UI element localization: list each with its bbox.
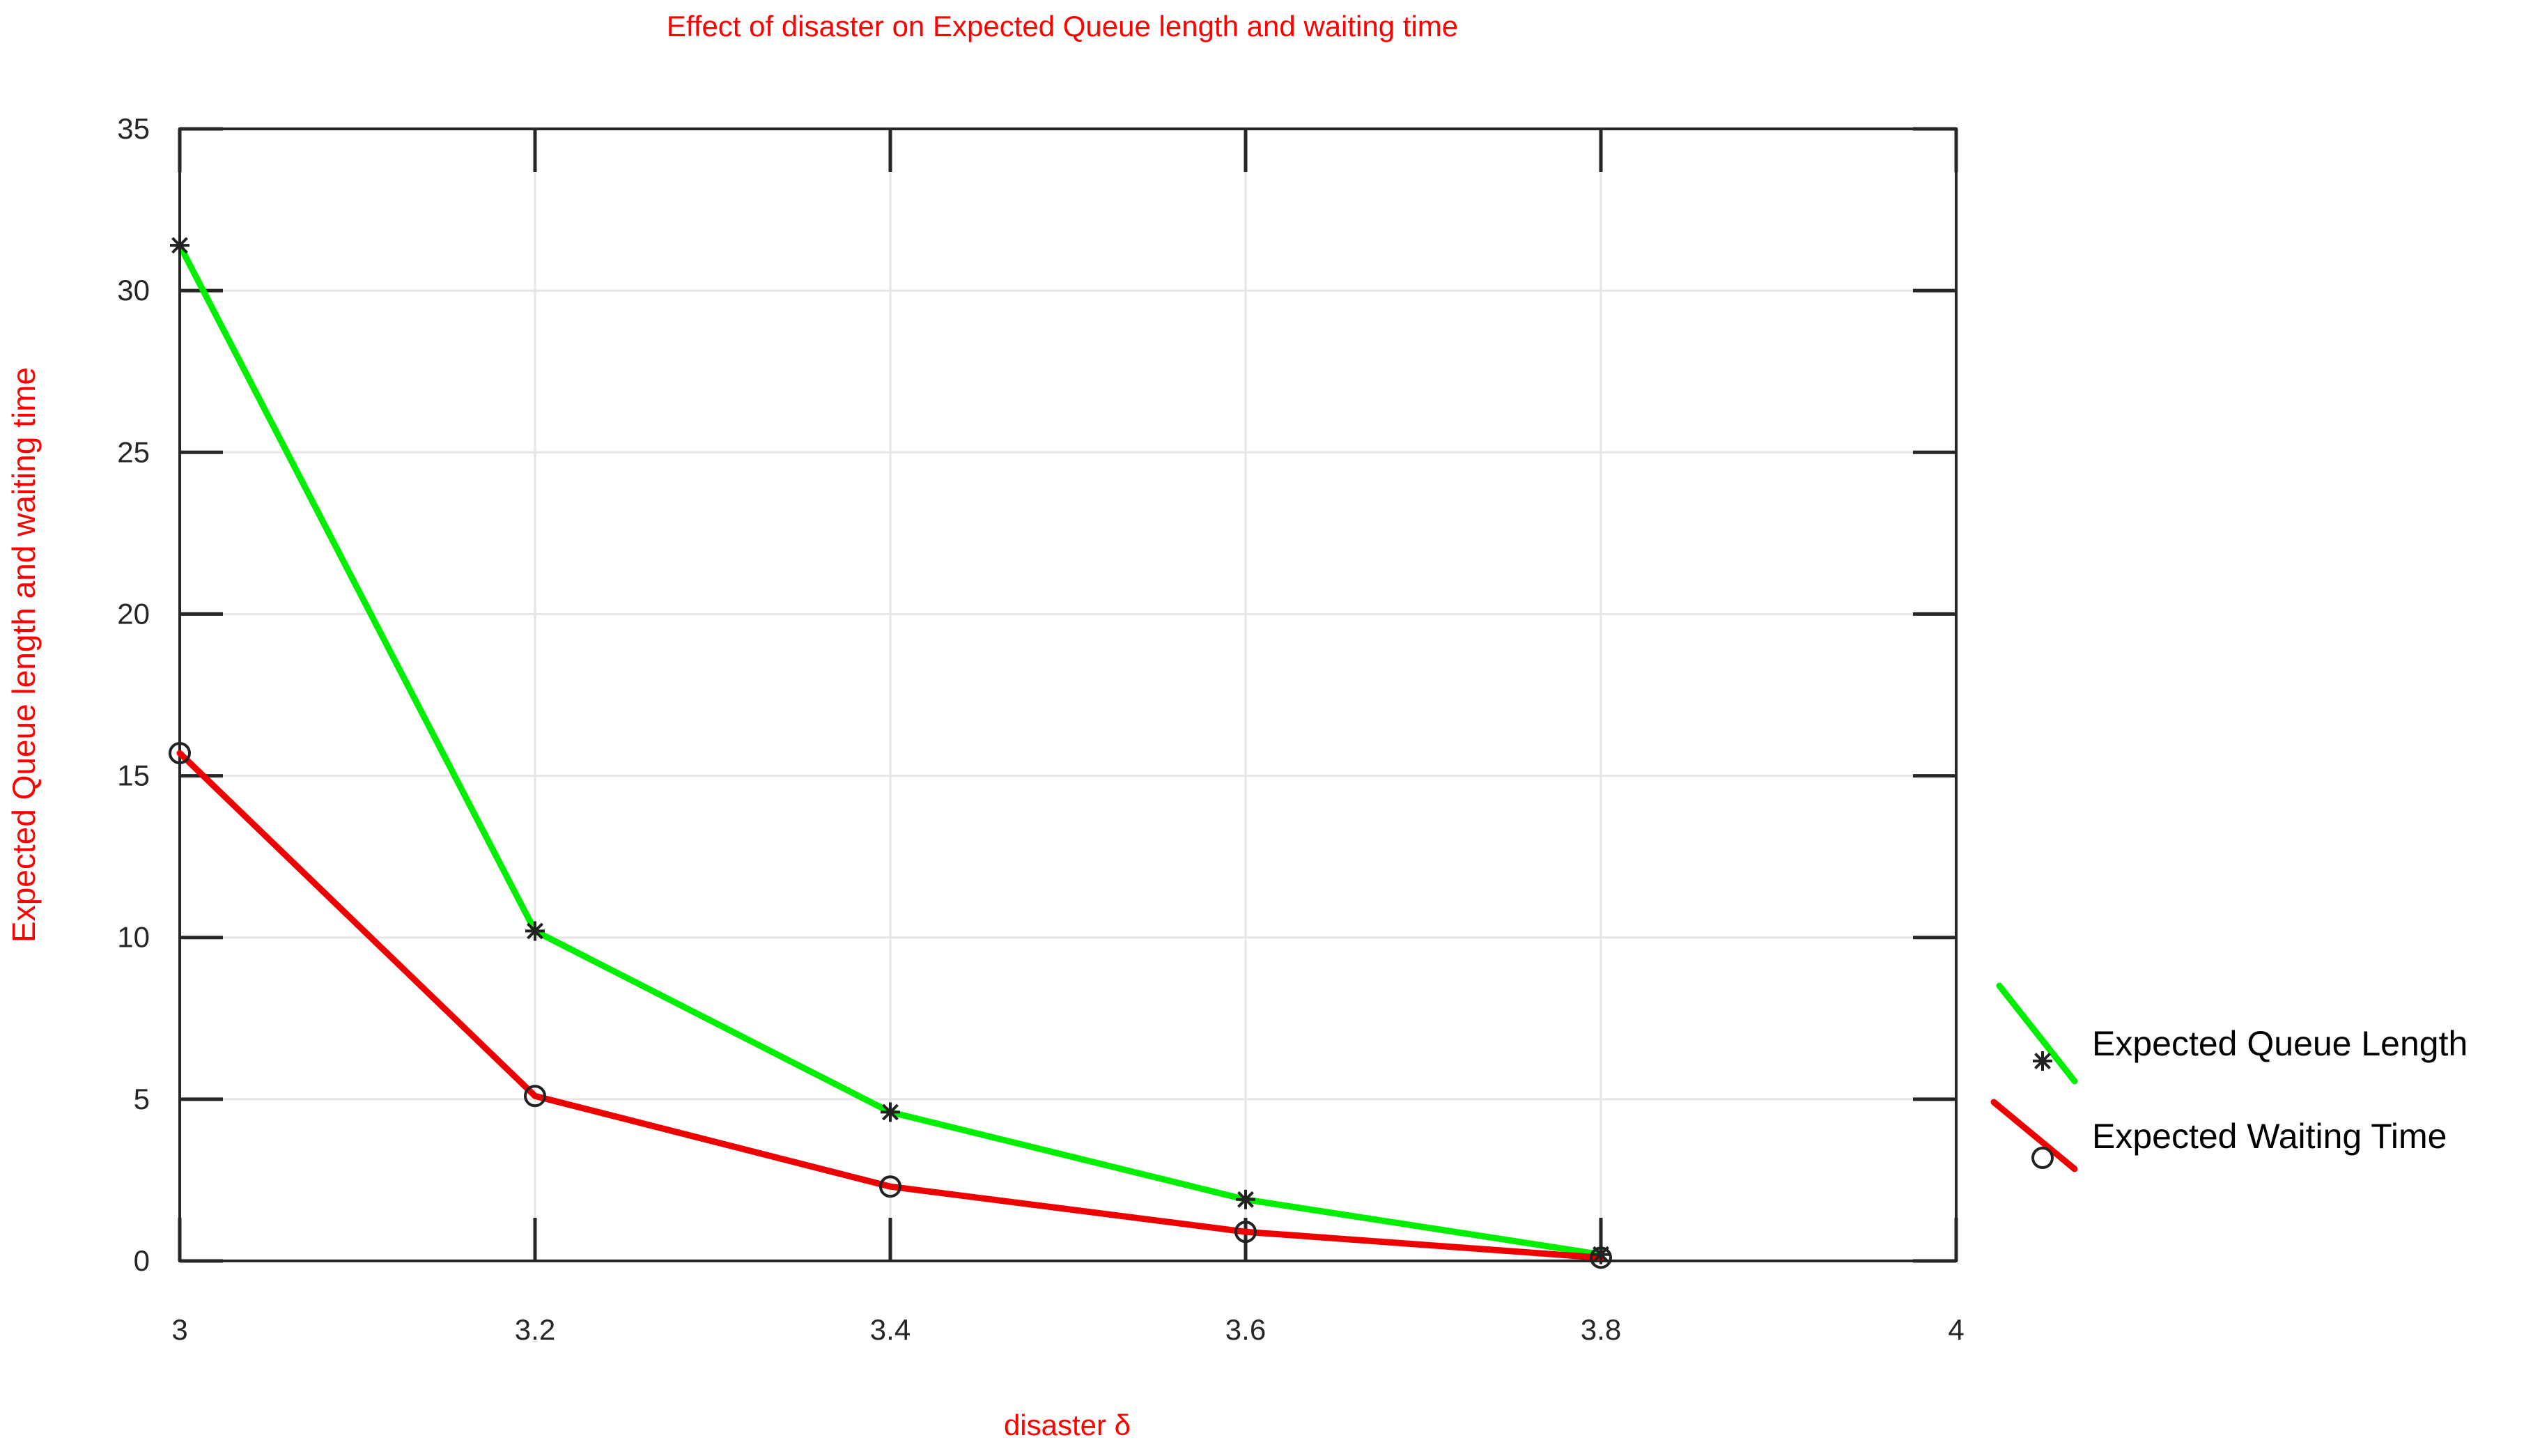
y-tick-label: 25 — [117, 435, 150, 468]
plot-frame — [178, 127, 1958, 1262]
legend-item-queue-length: Expected Queue Length — [1996, 982, 2468, 1085]
series-markers — [169, 235, 1612, 1269]
y-tick-label: 20 — [117, 597, 150, 630]
data-point-waiting-time — [879, 1175, 901, 1198]
y-tick-label: 15 — [117, 759, 150, 792]
x-tick-label: 3.6 — [1225, 1313, 1266, 1346]
data-point-waiting-time — [169, 742, 191, 765]
x-tick-label: 4 — [1948, 1313, 1964, 1346]
legend-swatch-line — [1996, 982, 2078, 1085]
y-tick-label: 35 — [117, 112, 150, 145]
data-point-queue-length — [525, 921, 545, 941]
legend-label: Expected Queue Length — [2092, 1024, 2468, 1063]
x-axis-label: disaster δ — [1004, 1409, 1131, 1441]
y-tick-label: 0 — [134, 1244, 150, 1277]
y-tick-label: 5 — [134, 1083, 150, 1115]
y-tick-label: 30 — [117, 274, 150, 307]
y-tick-label: 10 — [117, 921, 150, 954]
legend-swatch-marker — [2031, 1147, 2054, 1169]
data-point-queue-length — [1236, 1189, 1255, 1209]
x-tick-label: 3 — [171, 1313, 187, 1346]
data-point-queue-length — [170, 235, 189, 256]
data-point-waiting-time — [524, 1085, 546, 1108]
data-point-queue-length — [881, 1102, 900, 1122]
legend-swatch-line — [1990, 1099, 2078, 1172]
series-line-waiting-time — [176, 750, 1604, 1261]
legend-item-waiting-time: Expected Waiting Time — [1990, 1099, 2447, 1172]
legend-swatch-marker — [2033, 1051, 2052, 1071]
axes: 3 3.2 3.4 3.6 3.8 4 0 5 10 15 20 25 30 35 — [117, 112, 1964, 1346]
data-point-waiting-time — [1234, 1221, 1257, 1244]
y-axis-label: Expected Queue length and waiting time — [6, 367, 42, 943]
legend: Expected Queue Length Expected Waiting Ti… — [1990, 982, 2468, 1172]
data-point-waiting-time — [1590, 1246, 1612, 1269]
x-tick-label: 3.4 — [870, 1313, 911, 1346]
grid-lines — [178, 127, 1958, 1262]
x-tick-label: 3.8 — [1581, 1313, 1621, 1346]
chart-title: Effect of disaster on Expected Queue len… — [667, 10, 1458, 42]
legend-label: Expected Waiting Time — [2092, 1117, 2447, 1156]
x-tick-label: 3.2 — [515, 1313, 555, 1346]
